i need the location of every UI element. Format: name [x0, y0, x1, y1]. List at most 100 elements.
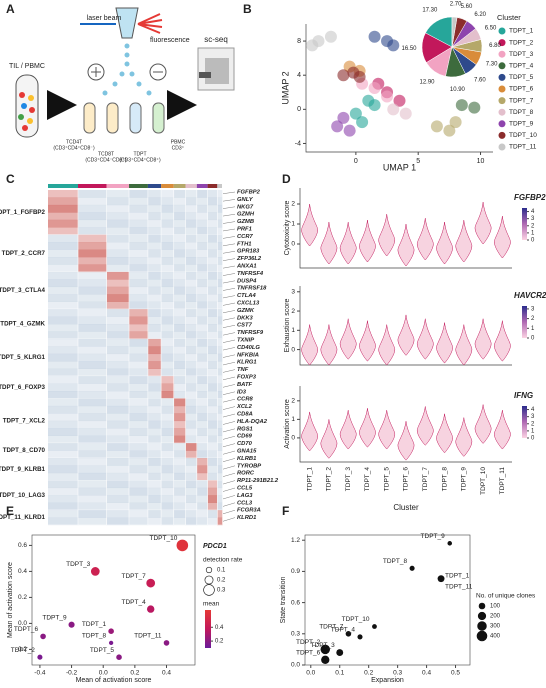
- point: [108, 640, 114, 646]
- heatmap-cell: [173, 465, 186, 474]
- heatmap-cell: [207, 257, 218, 265]
- y-tick-label: 1: [291, 221, 295, 228]
- heatmap-cell: [129, 204, 149, 213]
- heatmap-cell: [185, 398, 198, 407]
- gene-leader: [222, 258, 236, 261]
- heatmap-cell: [207, 502, 218, 511]
- colorbar-label: 1: [531, 230, 535, 236]
- violin: [320, 419, 338, 459]
- seq-bars: [205, 58, 229, 84]
- legend-swatch: [498, 73, 506, 81]
- heatmap-cell: [207, 376, 218, 384]
- cluster-bar: [196, 184, 208, 188]
- pie-label: 7.60: [474, 77, 486, 83]
- heatmap-cell: [207, 435, 218, 444]
- heatmap-cell: [129, 190, 149, 198]
- x-axis-label: UMAP 1: [383, 162, 416, 172]
- x-tick-label: TDPT_1: [306, 467, 313, 492]
- heatmap-cell: [185, 353, 198, 362]
- heatmap-cell: [207, 472, 218, 481]
- heatmap-cell: [196, 398, 208, 407]
- plot-area: [304, 534, 471, 666]
- heatmap-cell: [147, 458, 162, 466]
- x-tick-label: TDPT_9: [461, 467, 468, 492]
- point: [90, 567, 100, 576]
- legend-label: TDPT_10: [509, 132, 537, 139]
- plus: [91, 67, 101, 77]
- heatmap-cell: [196, 249, 208, 258]
- gene-leader: [222, 428, 236, 433]
- heatmap-cell: [48, 413, 79, 422]
- heatmap-cell: [161, 338, 175, 347]
- heatmap-cell: [147, 495, 162, 503]
- heatmap-cell: [196, 324, 208, 332]
- heatmap-cell: [196, 376, 208, 384]
- heatmap-cell: [196, 234, 208, 243]
- cluster-bar: [147, 184, 162, 188]
- heatmap-cell: [106, 271, 130, 280]
- heatmap-cell: [185, 294, 198, 302]
- point: [372, 624, 377, 629]
- violin: [416, 318, 434, 360]
- heatmap-cell: [173, 249, 186, 258]
- gene-label: FGFBP2: [237, 190, 261, 196]
- cluster-point: [349, 107, 362, 120]
- heatmap-cell: [207, 264, 218, 273]
- heatmap-cell: [207, 398, 218, 407]
- heatmap-cell: [129, 227, 149, 235]
- heatmap-cell: [147, 398, 162, 407]
- gene-leader: [222, 436, 236, 440]
- point: [146, 578, 156, 588]
- heatmap-cell: [196, 204, 208, 213]
- panel-label: B: [243, 2, 252, 16]
- heatmap-cell: [147, 197, 162, 206]
- colorbar-label: 4: [531, 407, 535, 413]
- heatmap-cell: [161, 190, 175, 198]
- heatmap-cell: [78, 450, 107, 459]
- gene-label: NKG7: [237, 204, 254, 210]
- violin: [301, 411, 318, 452]
- legend-swatch: [498, 97, 506, 105]
- x-tick-label: TDPT_5: [383, 467, 390, 492]
- color-legend-title: mean: [203, 601, 220, 608]
- point-label: TDPT_2: [11, 647, 36, 654]
- cluster-bar: [106, 184, 130, 188]
- size-legend-mark: [477, 611, 487, 621]
- heatmap-cell: [48, 346, 79, 355]
- heatmap-cell: [161, 428, 175, 436]
- cluster-bar: [217, 184, 222, 188]
- heatmap-cell: [147, 294, 162, 302]
- heatmap-cell: [129, 487, 149, 496]
- heatmap-cell: [78, 204, 107, 213]
- point-label: TDPT_8: [383, 558, 408, 565]
- y-tick-label: 0: [291, 435, 295, 442]
- pie-label: 10.90: [450, 87, 466, 93]
- tube-markers: CD3⁺: [172, 145, 185, 151]
- heatmap-cell: [207, 271, 218, 280]
- heatmap-cell: [207, 301, 218, 310]
- y-tick-label: 2: [291, 398, 295, 405]
- heatmap-cell: [173, 316, 186, 325]
- cluster-bar: [129, 184, 148, 188]
- heatmap-cell: [161, 249, 175, 258]
- violin: [455, 417, 473, 457]
- heatmap-cell: [161, 391, 175, 399]
- x-axis-label: Expansion: [371, 677, 404, 684]
- point-label: TDPT_9: [42, 614, 67, 621]
- heatmap-cell: [129, 443, 149, 451]
- gene-leader: [222, 473, 236, 477]
- heatmap-cell: [185, 465, 198, 474]
- plot-area: [31, 534, 196, 666]
- violin: [378, 213, 396, 257]
- heatmap-cell: [217, 271, 223, 280]
- colorbar: [522, 406, 527, 438]
- heatmap-cell: [78, 316, 107, 325]
- gene-label: ID3: [237, 389, 247, 395]
- row-label: TDPT_10_LAG3: [0, 492, 46, 499]
- heatmap-cell: [147, 249, 162, 258]
- gene-leader: [222, 243, 236, 247]
- pie-label: 7.30: [486, 61, 498, 67]
- heatmap-cell: [173, 294, 186, 302]
- heatmap-cell: [161, 331, 175, 340]
- heatmap-cell: [106, 420, 130, 429]
